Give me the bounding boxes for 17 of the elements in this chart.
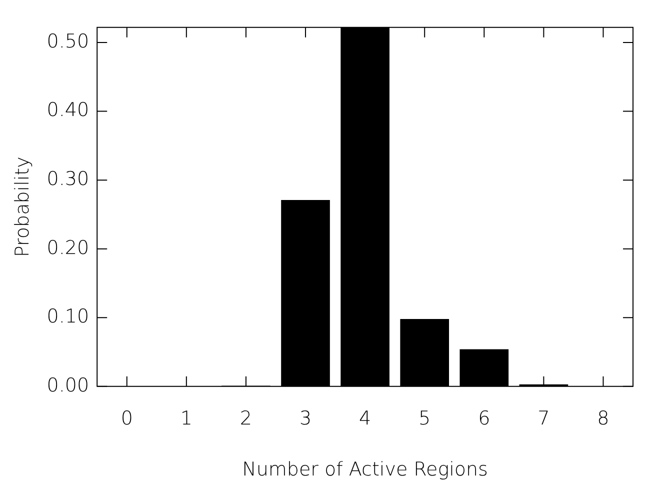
x-tick-label: 1 [180,408,192,430]
y-tick-label: 0.00 [46,374,90,396]
x-tick-label: 6 [478,408,490,430]
y-tick-label: 0.50 [46,30,90,52]
x-tick-label: 3 [299,408,312,430]
x-tick-label: 2 [240,408,252,430]
y-tick-label: 0.30 [46,168,90,190]
x-axis-title: Number of Active Regions [242,458,488,481]
y-tick-label: 0.40 [46,99,90,122]
x-tick-label: 7 [538,408,550,430]
x-tick-label: 8 [597,408,610,430]
x-tick-label: 5 [418,408,431,430]
x-tick-label: 4 [359,408,372,430]
y-tick-label: 0.10 [46,306,90,328]
y-axis-title: Probability [11,156,34,258]
y-tick-label: 0.20 [46,236,90,259]
x-tick-label: 0 [120,408,133,430]
